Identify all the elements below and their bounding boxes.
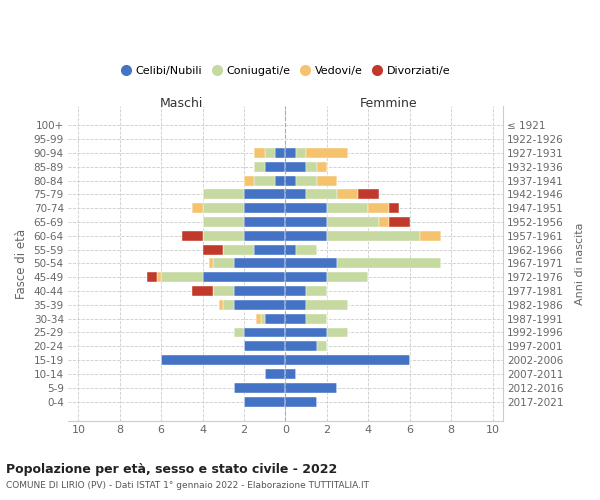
Bar [213,286,233,296]
Bar [209,258,213,268]
Bar [379,217,389,227]
Bar [233,383,286,392]
Bar [256,314,260,324]
Bar [327,217,379,227]
Bar [327,272,368,282]
Bar [286,203,327,213]
Bar [203,203,244,213]
Bar [286,258,337,268]
Bar [223,300,233,310]
Y-axis label: Anni di nascita: Anni di nascita [575,222,585,304]
Bar [203,244,223,254]
Bar [296,148,306,158]
Bar [286,286,306,296]
Bar [286,369,296,379]
Bar [161,355,286,365]
Bar [286,300,306,310]
Bar [203,231,244,241]
Bar [306,162,317,172]
Bar [286,272,327,282]
Bar [244,217,286,227]
Bar [233,300,286,310]
Bar [286,162,306,172]
Bar [296,176,317,186]
Bar [254,162,265,172]
Bar [306,300,347,310]
Bar [306,190,337,200]
Bar [368,203,389,213]
Bar [203,217,244,227]
Bar [146,272,157,282]
Bar [317,162,327,172]
Bar [203,190,244,200]
Bar [286,314,306,324]
Y-axis label: Fasce di età: Fasce di età [15,228,28,298]
Bar [420,231,441,241]
Bar [286,355,410,365]
Bar [233,286,286,296]
Text: Femmine: Femmine [360,97,418,110]
Bar [260,314,265,324]
Bar [213,258,233,268]
Bar [286,244,296,254]
Bar [244,190,286,200]
Bar [233,328,244,338]
Bar [244,328,286,338]
Bar [223,244,254,254]
Text: COMUNE DI LIRIO (PV) - Dati ISTAT 1° gennaio 2022 - Elaborazione TUTTITALIA.IT: COMUNE DI LIRIO (PV) - Dati ISTAT 1° gen… [6,481,369,490]
Bar [317,176,337,186]
Bar [296,244,317,254]
Bar [265,148,275,158]
Bar [327,203,368,213]
Bar [275,176,286,186]
Bar [389,217,410,227]
Bar [337,190,358,200]
Bar [157,272,161,282]
Bar [337,258,441,268]
Bar [265,162,286,172]
Bar [306,286,327,296]
Text: Maschi: Maschi [160,97,203,110]
Bar [286,217,327,227]
Bar [219,300,223,310]
Bar [192,286,213,296]
Bar [265,314,286,324]
Bar [286,328,327,338]
Bar [286,231,327,241]
Bar [286,396,317,406]
Bar [275,148,286,158]
Bar [327,231,420,241]
Bar [286,383,337,392]
Bar [244,176,254,186]
Bar [254,244,286,254]
Bar [306,148,347,158]
Bar [182,231,203,241]
Bar [244,342,286,351]
Bar [358,190,379,200]
Bar [203,272,286,282]
Text: Popolazione per età, sesso e stato civile - 2022: Popolazione per età, sesso e stato civil… [6,462,337,475]
Bar [389,203,400,213]
Bar [265,369,286,379]
Bar [161,272,203,282]
Bar [244,231,286,241]
Bar [286,190,306,200]
Bar [286,176,296,186]
Bar [306,314,327,324]
Bar [327,328,347,338]
Bar [244,203,286,213]
Bar [233,258,286,268]
Bar [254,148,265,158]
Bar [317,342,327,351]
Bar [286,342,317,351]
Bar [192,203,203,213]
Bar [244,396,286,406]
Legend: Celibi/Nubili, Coniugati/e, Vedovi/e, Divorziati/e: Celibi/Nubili, Coniugati/e, Vedovi/e, Di… [116,61,455,81]
Bar [286,148,296,158]
Bar [254,176,275,186]
